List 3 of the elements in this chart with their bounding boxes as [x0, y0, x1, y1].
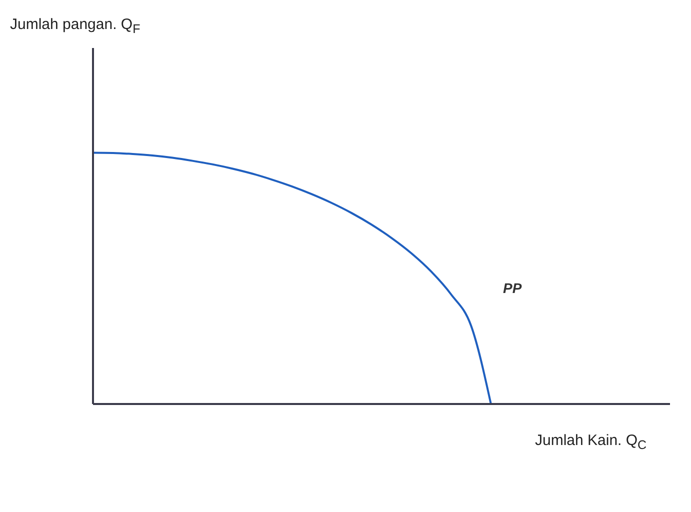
text: Jumlah pangan. Q$_{F}$	[10, 16, 140, 36]
annotation: PP	[503, 280, 522, 296]
x-axis-title: Jumlah Kain. Q$_{C}$	[535, 432, 647, 452]
